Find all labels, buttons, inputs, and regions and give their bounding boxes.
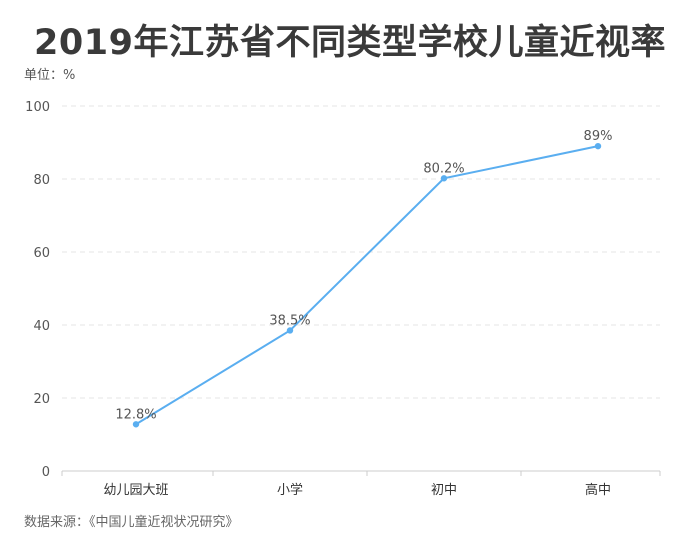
labels: 0 20 40 60 80 100 幼儿园大班 小学 初中 高中 12.8% 38.5% 80.2% 89…: [25, 100, 612, 498]
source-label: 数据来源：《中国儿童近视状况研究》: [24, 515, 239, 530]
data-label: 89%: [584, 129, 613, 144]
x-tick-label: 小学: [277, 482, 303, 498]
data-point: [594, 142, 602, 150]
axes: [61, 470, 661, 476]
y-tick-label: 20: [33, 392, 50, 407]
data-point: [286, 327, 294, 334]
data-label: 38.5%: [269, 313, 310, 328]
y-tick-label: 100: [25, 100, 50, 115]
chart-title: 2019年江苏省不同类型学校儿童近视率: [34, 23, 666, 63]
data-point: [132, 421, 140, 428]
y-tick-label: 60: [33, 246, 50, 261]
x-tick-label: 幼儿园大班: [103, 483, 168, 498]
grid-lines: [62, 105, 660, 399]
x-tick-label: 初中: [431, 483, 457, 498]
y-tick-label: 0: [42, 465, 50, 480]
y-tick-label: 40: [33, 319, 50, 334]
series: [132, 142, 602, 428]
data-point: [440, 175, 448, 182]
data-label: 12.8%: [115, 407, 156, 422]
series-line: [135, 145, 599, 426]
x-tick-label: 高中: [585, 482, 611, 498]
unit-label: 单位：%: [24, 68, 76, 83]
data-label: 80.2%: [423, 161, 464, 176]
y-tick-label: 80: [33, 173, 50, 188]
